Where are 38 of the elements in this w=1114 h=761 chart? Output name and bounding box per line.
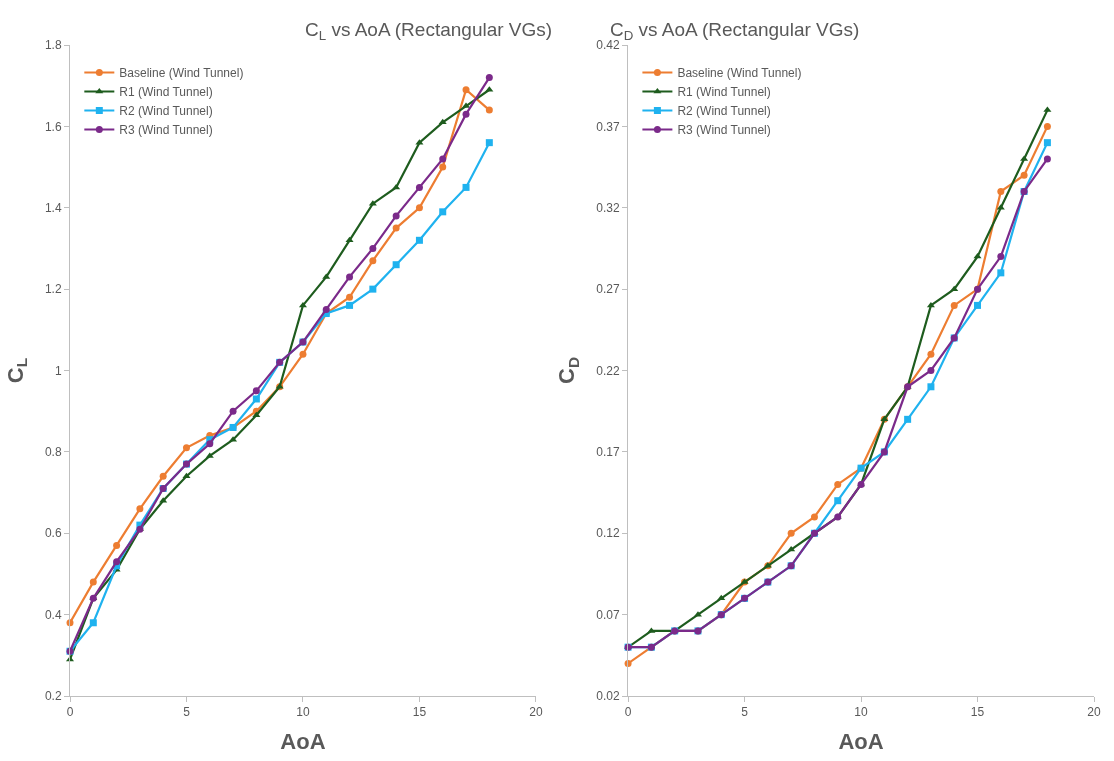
x-tick-label: 10 xyxy=(854,705,869,720)
y-tick-label: 1 xyxy=(54,363,62,378)
x-tick-label: 0 xyxy=(66,705,74,720)
y-tick-label: 0.22 xyxy=(596,363,620,378)
x-tick-label: 0 xyxy=(624,705,632,720)
y-tick-label: 1.6 xyxy=(44,119,62,134)
y-tick-label: 0.32 xyxy=(596,200,620,215)
y-tick-label: 0.02 xyxy=(596,689,620,704)
x-tick-label: 5 xyxy=(741,705,749,720)
legend-label: R2 (Wind Tunnel) xyxy=(119,104,213,119)
x-axis-title: AoA xyxy=(838,729,884,755)
x-tick-label: 5 xyxy=(183,705,191,720)
y-tick-label: 0.2 xyxy=(44,689,62,704)
legend-label: R1 (Wind Tunnel) xyxy=(677,85,771,100)
x-tick-label: 15 xyxy=(412,705,427,720)
legend-label: Baseline (Wind Tunnel) xyxy=(677,66,802,81)
x-tick-label: 20 xyxy=(529,705,543,720)
y-tick-label: 1.2 xyxy=(44,282,62,297)
x-axis-title: AoA xyxy=(280,729,326,755)
y-tick-label: 1.8 xyxy=(44,38,62,53)
legend-label: R2 (Wind Tunnel) xyxy=(677,104,771,119)
x-tick-label: 15 xyxy=(970,705,985,720)
y-tick-label: 0.27 xyxy=(596,282,620,297)
y-tick-label: 1.4 xyxy=(44,200,62,215)
y-tick-label: 0.6 xyxy=(44,526,62,541)
legend-label: Baseline (Wind Tunnel) xyxy=(119,66,244,81)
y-tick-label: 0.17 xyxy=(596,445,620,460)
y-tick-label: 0.4 xyxy=(44,607,62,622)
x-tick-label: 20 xyxy=(1087,705,1101,720)
legend-label: R3 (Wind Tunnel) xyxy=(677,123,771,138)
chart-title: C$_{L}$ vs AoA (Rectangular VGs) xyxy=(305,19,553,43)
y-tick-label: 0.07 xyxy=(596,607,620,622)
y-tick-label: 0.8 xyxy=(44,445,62,460)
y-tick-label: 0.12 xyxy=(596,526,620,541)
legend-label: R3 (Wind Tunnel) xyxy=(119,123,213,138)
x-tick-label: 10 xyxy=(296,705,310,720)
legend-label: R1 (Wind Tunnel) xyxy=(119,85,213,100)
y-tick-label: 0.37 xyxy=(596,119,620,134)
